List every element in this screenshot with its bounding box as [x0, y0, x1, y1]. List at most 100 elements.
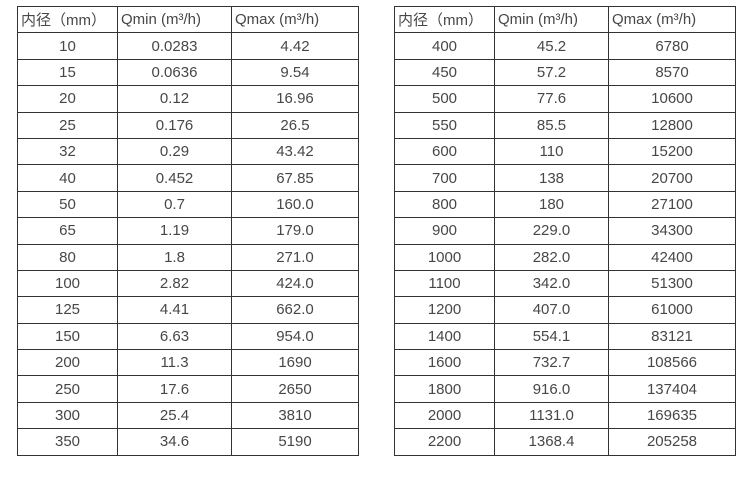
qmin-cell: 554.1: [494, 322, 609, 351]
diameter-cell: 1400: [394, 322, 495, 351]
diameter-cell: 250: [17, 375, 118, 403]
table-row: 1100 342.0 51300: [394, 269, 736, 298]
table-row: 50 0.7 160.0: [17, 190, 359, 219]
flow-table-small-diameters: 内径（mm） Qmin (m³/h) Qmax (m³/h) 10 0.0283 4.42…: [17, 5, 359, 456]
qmin-cell: 1131.0: [494, 401, 609, 430]
table-row: 250 17.6 2650: [17, 375, 359, 403]
qmax-cell: 42400: [608, 243, 736, 271]
qmax-cell: 51300: [608, 269, 736, 298]
qmax-cell: 83121: [608, 322, 736, 351]
small-diameter-flow-table: 内径（mm） Qmin (m³/h) Qmax (m³/h) 10 0.0283 4.42…: [17, 5, 359, 456]
diameter-cell: 80: [17, 243, 118, 271]
qmin-cell: 2.82: [117, 269, 232, 298]
column-header: Qmin (m³/h): [117, 5, 232, 34]
diameter-cell: 300: [17, 401, 118, 430]
diameter-cell: 800: [394, 190, 495, 219]
qmax-cell: 108566: [608, 349, 736, 377]
qmax-cell: 179.0: [231, 217, 359, 245]
qmin-cell: 1.8: [117, 243, 232, 271]
header-row: 内径（mm） Qmin (m³/h) Qmax (m³/h): [17, 5, 359, 34]
table-row: 350 34.6 5190: [17, 428, 359, 456]
table-row: 10 0.0283 4.42: [17, 32, 359, 60]
qmin-cell: 407.0: [494, 296, 609, 324]
qmin-cell: 45.2: [494, 32, 609, 60]
flow-table-large-diameters: 内径（mm） Qmin (m³/h) Qmax (m³/h) 400 45.2 6780 4…: [394, 5, 736, 456]
qmin-cell: 1.19: [117, 217, 232, 245]
qmax-cell: 12800: [608, 111, 736, 139]
qmax-cell: 205258: [608, 428, 736, 456]
diameter-cell: 900: [394, 217, 495, 245]
qmin-cell: 17.6: [117, 375, 232, 403]
diameter-cell: 350: [17, 428, 118, 456]
diameter-cell: 400: [394, 32, 495, 60]
diameter-cell: 200: [17, 349, 118, 377]
table-row: 700 138 20700: [394, 164, 736, 192]
diameter-cell: 40: [17, 164, 118, 192]
table-row: 2200 1368.4 205258: [394, 428, 736, 456]
table-row: 500 77.6 10600: [394, 85, 736, 113]
table-row: 300 25.4 3810: [17, 401, 359, 430]
qmax-cell: 8570: [608, 58, 736, 87]
diameter-cell: 20: [17, 85, 118, 113]
diameter-cell: 2200: [394, 428, 495, 456]
qmax-cell: 169635: [608, 401, 736, 430]
diameter-cell: 550: [394, 111, 495, 139]
table-row: 40 0.452 67.85: [17, 164, 359, 192]
table-row: 2000 1131.0 169635: [394, 401, 736, 430]
diameter-cell: 10: [17, 32, 118, 60]
table-row: 550 85.5 12800: [394, 111, 736, 139]
diameter-cell: 15: [17, 58, 118, 87]
qmax-cell: 424.0: [231, 269, 359, 298]
table-row: 150 6.63 954.0: [17, 322, 359, 351]
qmin-cell: 85.5: [494, 111, 609, 139]
table-row: 800 180 27100: [394, 190, 736, 219]
qmax-cell: 9.54: [231, 58, 359, 87]
qmin-cell: 6.63: [117, 322, 232, 351]
table-row: 25 0.176 26.5: [17, 111, 359, 139]
diameter-cell: 500: [394, 85, 495, 113]
qmin-cell: 180: [494, 190, 609, 219]
qmin-cell: 282.0: [494, 243, 609, 271]
qmin-cell: 25.4: [117, 401, 232, 430]
diameter-cell: 2000: [394, 401, 495, 430]
diameter-cell: 50: [17, 190, 118, 219]
qmin-cell: 11.3: [117, 349, 232, 377]
table-row: 900 229.0 34300: [394, 217, 736, 245]
table-row: 1400 554.1 83121: [394, 322, 736, 351]
qmin-cell: 0.452: [117, 164, 232, 192]
column-header: Qmin (m³/h): [494, 5, 609, 34]
header-row: 内径（mm） Qmin (m³/h) Qmax (m³/h): [394, 5, 736, 34]
qmin-cell: 110: [494, 137, 609, 166]
diameter-cell: 125: [17, 296, 118, 324]
table-row: 15 0.0636 9.54: [17, 58, 359, 87]
diameter-cell: 65: [17, 217, 118, 245]
qmin-cell: 1368.4: [494, 428, 609, 456]
qmin-cell: 732.7: [494, 349, 609, 377]
diameter-cell: 700: [394, 164, 495, 192]
table-row: 600 110 15200: [394, 137, 736, 166]
table-row: 200 11.3 1690: [17, 349, 359, 377]
qmax-cell: 662.0: [231, 296, 359, 324]
table-row: 1000 282.0 42400: [394, 243, 736, 271]
table-row: 450 57.2 8570: [394, 58, 736, 87]
diameter-cell: 600: [394, 137, 495, 166]
column-header: Qmax (m³/h): [231, 5, 359, 34]
qmax-cell: 26.5: [231, 111, 359, 139]
qmin-cell: 0.29: [117, 137, 232, 166]
diameter-cell: 25: [17, 111, 118, 139]
qmax-cell: 137404: [608, 375, 736, 403]
qmax-cell: 10600: [608, 85, 736, 113]
qmax-cell: 2650: [231, 375, 359, 403]
qmax-cell: 4.42: [231, 32, 359, 60]
table-row: 125 4.41 662.0: [17, 296, 359, 324]
qmin-cell: 34.6: [117, 428, 232, 456]
qmax-cell: 6780: [608, 32, 736, 60]
column-header: 内径（mm）: [394, 5, 495, 34]
column-header: Qmax (m³/h): [608, 5, 736, 34]
qmax-cell: 67.85: [231, 164, 359, 192]
qmin-cell: 0.0283: [117, 32, 232, 60]
tables-container: 内径（mm） Qmin (m³/h) Qmax (m³/h) 10 0.0283 4.42…: [17, 5, 736, 456]
diameter-cell: 1600: [394, 349, 495, 377]
column-header: 内径（mm）: [17, 5, 118, 34]
diameter-cell: 1800: [394, 375, 495, 403]
